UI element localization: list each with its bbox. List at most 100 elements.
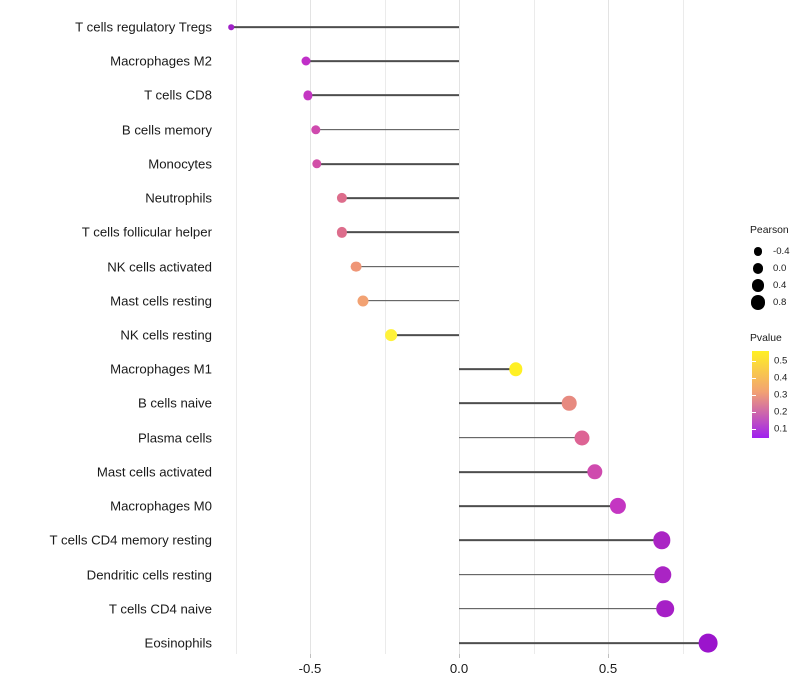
pvalue-colorbar-label: 0.1: [774, 423, 788, 435]
y-axis-label: Monocytes: [148, 156, 212, 172]
lollipop-point[interactable]: [610, 497, 627, 515]
pvalue-colorbar-tick: [752, 378, 756, 380]
plot-panel: [218, 0, 730, 654]
y-axis-label: Neutrophils: [145, 190, 212, 206]
gridline-minor: [235, 0, 237, 654]
lollipop-point[interactable]: [357, 295, 369, 307]
gridline-major: [459, 0, 460, 654]
pearson-legend-key-dot: [748, 279, 768, 292]
pearson-legend-entry: 0.0: [748, 260, 786, 277]
x-axis-tick: [608, 654, 609, 658]
pearson-legend-entry: 0.4: [748, 277, 786, 294]
lollipop-stem: [341, 197, 459, 199]
pvalue-colorbar-tick: [752, 429, 756, 431]
lollipop-point[interactable]: [336, 227, 347, 238]
y-axis-label: NK cells resting: [120, 327, 212, 343]
x-axis-tick-label: -0.5: [298, 661, 322, 676]
lollipop-point[interactable]: [301, 56, 311, 66]
gridline-major: [310, 0, 311, 654]
lollipop-stem: [459, 368, 516, 371]
lollipop-point[interactable]: [228, 24, 234, 30]
y-axis-labels: T cells regulatory Tregs Macrophages M2 T …: [0, 0, 212, 700]
y-axis-label: Plasma cells: [137, 430, 212, 446]
lollipop-point[interactable]: [587, 464, 603, 480]
lollipop-stem: [391, 334, 459, 336]
y-axis-label: Dendritic cells resting: [86, 566, 212, 582]
y-axis-label: T cells follicular helper: [81, 224, 212, 240]
pvalue-legend-title: Pvalue: [750, 333, 782, 344]
y-axis-label: Macrophages M2: [110, 53, 212, 69]
lollipop-point[interactable]: [312, 159, 322, 169]
pearson-legend-key-dot: [748, 263, 768, 274]
gridline-minor: [533, 0, 535, 654]
lollipop-point[interactable]: [303, 90, 313, 101]
pvalue-colorbar-tick: [752, 412, 756, 414]
lollipop-point[interactable]: [561, 396, 577, 411]
y-axis-label: Eosinophils: [144, 635, 212, 651]
pearson-legend-entry: 0.8: [748, 294, 786, 311]
lollipop-stem: [459, 505, 619, 507]
lollipop-point[interactable]: [350, 261, 362, 272]
pvalue-colorbar-tick: [752, 361, 756, 363]
pearson-legend-entry: -0.4: [748, 243, 790, 260]
x-axis-tick: [459, 654, 460, 658]
pearson-legend-key-dot: [748, 295, 768, 310]
gridline-minor: [384, 0, 386, 654]
lollipop-stem: [459, 642, 708, 644]
pearson-legend-label: 0.0: [773, 263, 787, 274]
lollipop-point[interactable]: [311, 124, 321, 135]
pvalue-color-legend: Pvalue 0.5 0.4 0.3 0.2 0.1: [748, 333, 800, 448]
lollipop-point[interactable]: [509, 362, 523, 376]
gridline-major: [608, 0, 609, 654]
y-axis-label: B cells naive: [137, 395, 212, 411]
lollipop-point[interactable]: [656, 599, 674, 618]
lollipop-stem: [306, 60, 459, 63]
lollipop-stem: [231, 26, 459, 28]
pvalue-colorbar-label: 0.4: [774, 372, 788, 384]
lollipop-stem: [459, 539, 662, 542]
lollipop-stem: [459, 573, 663, 576]
pvalue-colorbar: [752, 351, 769, 438]
gridline-minor: [682, 0, 684, 654]
lollipop-stem: [459, 471, 595, 473]
pearson-legend-label: 0.4: [773, 280, 787, 291]
lollipop-stem: [363, 299, 459, 302]
y-axis-label: T cells CD4 naive: [108, 601, 212, 617]
lollipop-stem: [341, 231, 459, 234]
pvalue-colorbar-label: 0.2: [774, 406, 788, 418]
x-axis-tick-label: 0.0: [449, 661, 469, 676]
pearson-legend-title: Pearson: [750, 225, 789, 236]
y-axis-label: T cells regulatory Tregs: [75, 19, 212, 35]
pvalue-colorbar-label: 0.5: [774, 355, 788, 367]
lollipop-stem: [459, 607, 665, 610]
lollipop-stem: [315, 128, 459, 131]
y-axis-label: Mast cells activated: [96, 464, 212, 480]
y-axis-label: T cells CD4 memory resting: [49, 532, 212, 548]
y-axis-label: B cells memory: [121, 122, 212, 138]
y-axis-label: Macrophages M1: [110, 361, 212, 377]
y-axis-label: Mast cells resting: [110, 293, 212, 309]
lollipop-point[interactable]: [698, 633, 718, 653]
x-axis: -0.5 0.0 0.5: [218, 654, 730, 700]
lollipop-stem: [356, 265, 459, 268]
lollipop-stem: [307, 94, 459, 97]
pvalue-colorbar-label: 0.3: [774, 389, 788, 401]
y-axis-label: Macrophages M0: [110, 498, 212, 514]
lollipop-point[interactable]: [654, 565, 672, 584]
pvalue-colorbar-tick: [752, 395, 756, 397]
y-axis-label: T cells CD8: [144, 87, 212, 103]
pearson-legend-label: -0.4: [773, 246, 790, 257]
lollipop-stem: [316, 163, 459, 165]
pearson-legend-label: 0.8: [773, 297, 787, 308]
x-axis-tick-label: 0.5: [598, 661, 618, 676]
lollipop-point[interactable]: [653, 531, 671, 549]
pearson-size-legend: Pearson -0.4 0.0 0.4 0.8: [748, 225, 800, 320]
lollipop-stem: [459, 436, 583, 439]
y-axis-label: NK cells activated: [107, 258, 212, 274]
lollipop-point[interactable]: [336, 193, 347, 204]
lollipop-point[interactable]: [574, 430, 590, 446]
pearson-legend-key-dot: [748, 247, 768, 256]
lollipop-point[interactable]: [385, 329, 397, 341]
x-axis-tick: [310, 654, 311, 658]
